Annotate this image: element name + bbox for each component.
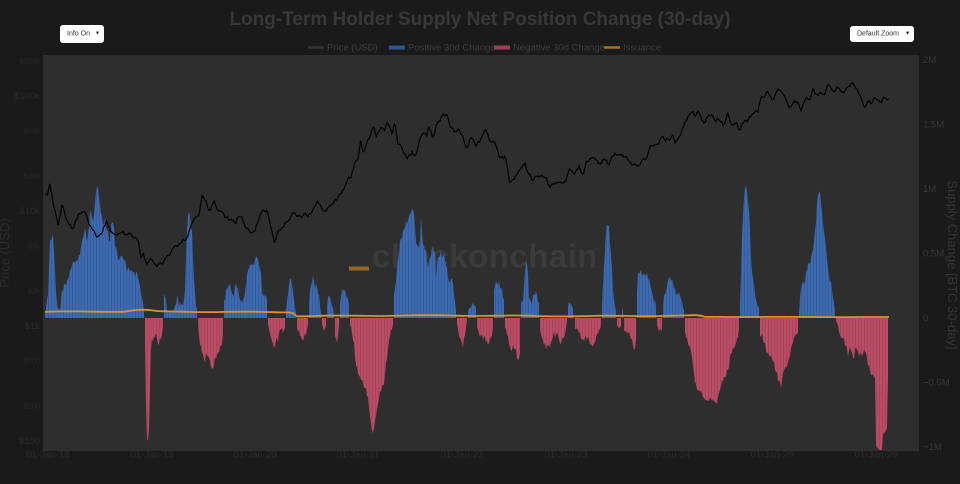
svg-text:$500: $500 [23, 357, 40, 366]
svg-text:Supply Change [BTC 30-day]: Supply Change [BTC 30-day] [945, 180, 960, 349]
svg-text:01-Jan-26: 01-Jan-26 [855, 450, 898, 461]
svg-text:$100k: $100k [14, 91, 40, 102]
svg-text:2M: 2M [923, 55, 936, 66]
svg-text:1M: 1M [923, 184, 936, 195]
svg-text:$2k: $2k [28, 287, 40, 296]
svg-text:01-Jan-21: 01-Jan-21 [337, 450, 380, 461]
svg-text:01-Jan-19: 01-Jan-19 [131, 450, 174, 461]
svg-text:0: 0 [923, 313, 928, 324]
svg-text:−1M: −1M [923, 442, 942, 453]
svg-text:01-Jan-23: 01-Jan-23 [545, 450, 588, 461]
svg-text:Negative 30d Change: Negative 30d Change [513, 43, 605, 54]
svg-text:$200k: $200k [20, 57, 41, 66]
svg-text:$50k: $50k [24, 127, 41, 136]
svg-text:$10k: $10k [19, 206, 40, 217]
svg-text:$1k: $1k [25, 321, 41, 332]
svg-text:Price (USD): Price (USD) [0, 218, 12, 287]
svg-text:$5k: $5k [28, 242, 40, 251]
svg-text:$20k: $20k [24, 172, 41, 181]
svg-text:Long-Term Holder Supply Net Po: Long-Term Holder Supply Net Position Cha… [229, 9, 730, 30]
svg-text:01-Jan-24: 01-Jan-24 [648, 450, 691, 461]
svg-text:Price (USD): Price (USD) [327, 43, 378, 54]
svg-text:01-Jan-22: 01-Jan-22 [441, 450, 484, 461]
svg-text:01-Jan-25: 01-Jan-25 [751, 450, 794, 461]
svg-text:1.5M: 1.5M [923, 120, 944, 131]
svg-text:01-Jan-20: 01-Jan-20 [234, 450, 277, 461]
svg-text:Issuance: Issuance [623, 43, 661, 54]
svg-text:01-Jan-18: 01-Jan-18 [27, 450, 70, 461]
svg-text:$100: $100 [19, 436, 40, 447]
svg-text:$200: $200 [23, 402, 40, 411]
svg-text:Positive 30d Change: Positive 30d Change [408, 43, 496, 54]
svg-text:−0.5M: −0.5M [923, 378, 950, 389]
svg-text:0.5M: 0.5M [923, 249, 944, 260]
